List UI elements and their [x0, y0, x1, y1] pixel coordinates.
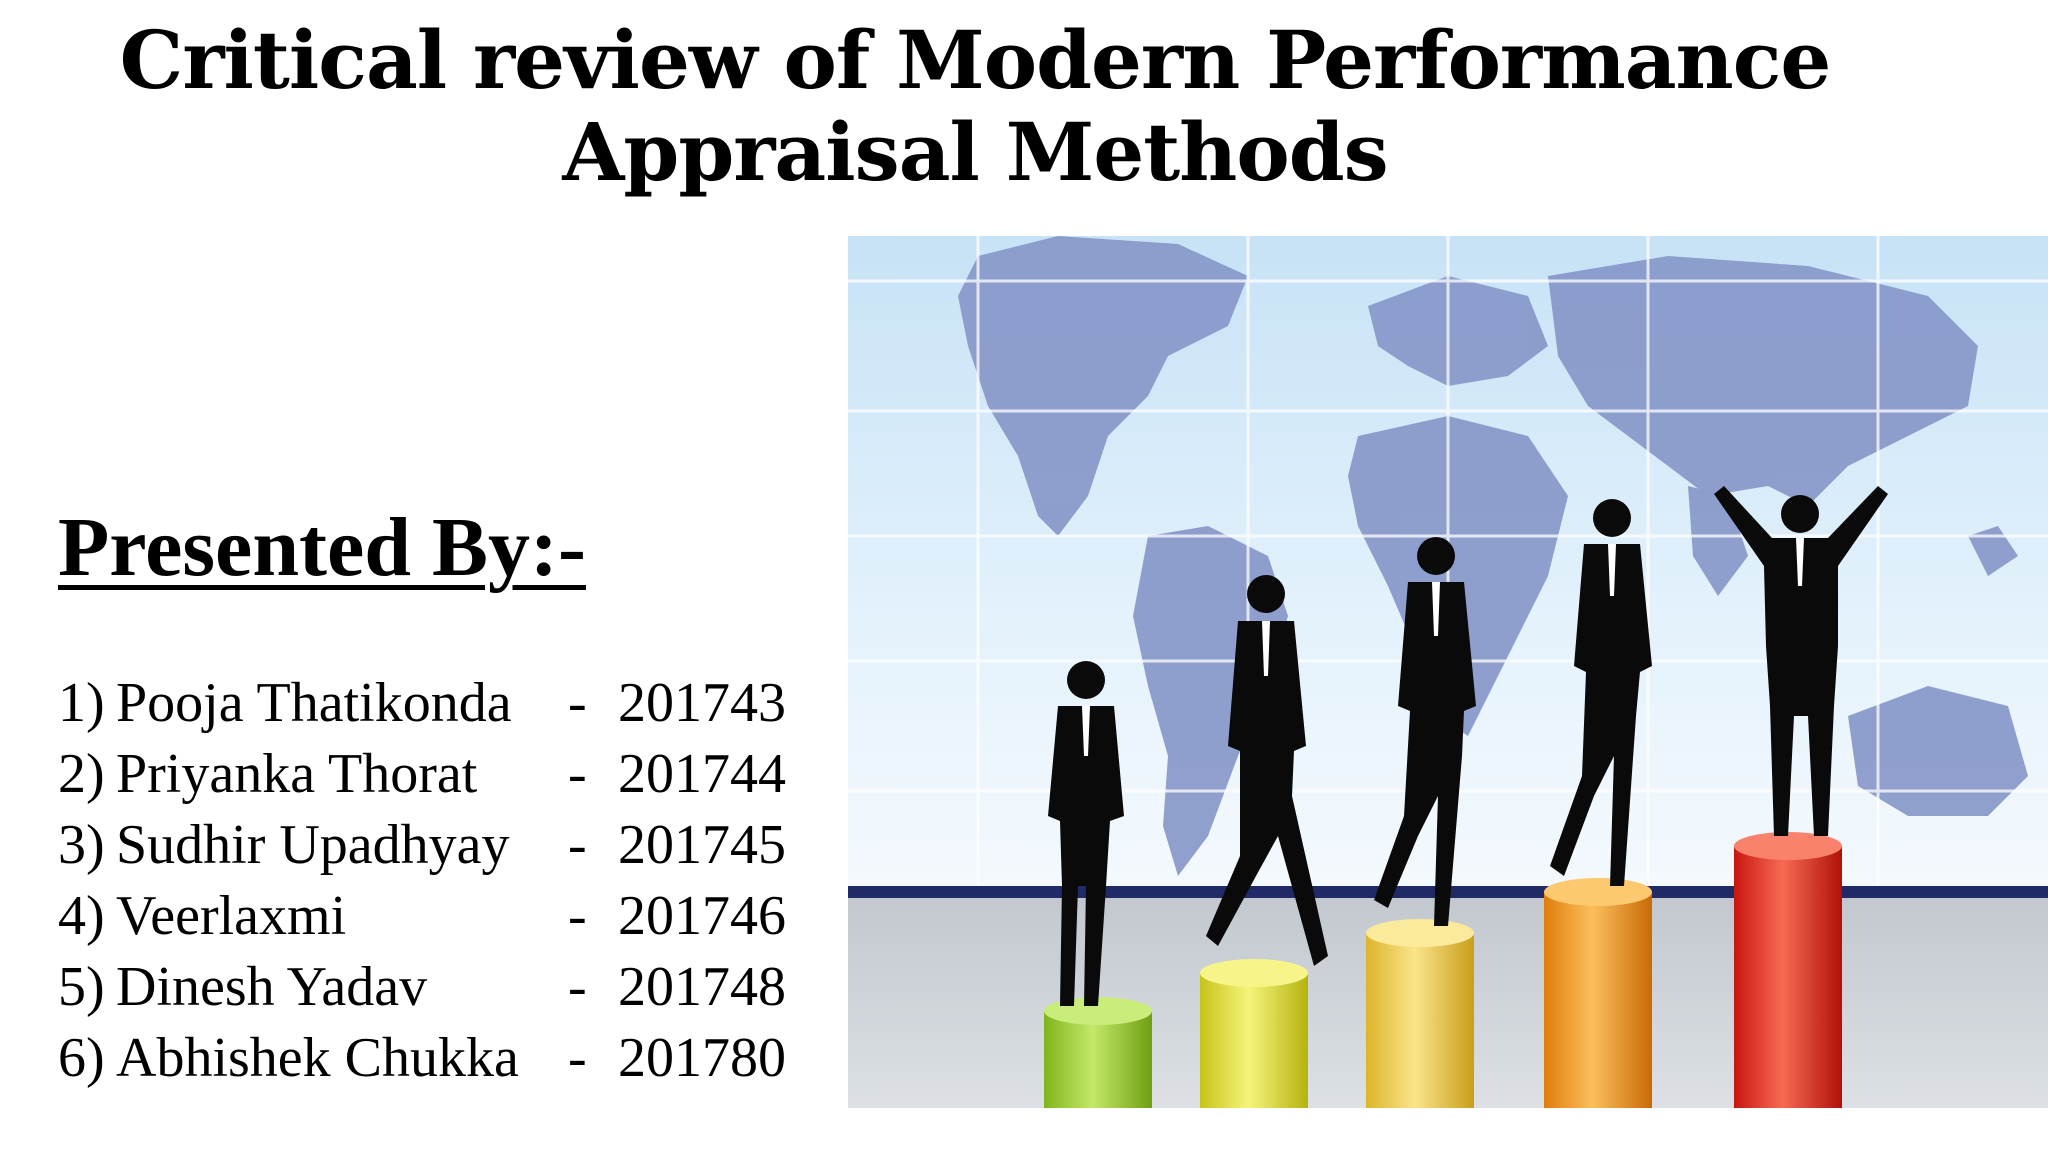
- separator: -: [568, 885, 587, 947]
- roll-number: 201743: [618, 672, 786, 734]
- item-number: 5): [58, 956, 105, 1018]
- pillar-2: [1200, 959, 1308, 1108]
- separator: -: [568, 1027, 587, 1089]
- item-number: 4): [58, 885, 105, 947]
- roll-number: 201745: [618, 814, 786, 876]
- pillar-1: [1044, 997, 1152, 1108]
- member-name: Pooja Thatikonda: [116, 672, 512, 734]
- pillar-5: [1734, 832, 1842, 1108]
- pillar-4: [1544, 878, 1652, 1108]
- separator: -: [568, 743, 587, 805]
- businessman-2: [1206, 575, 1328, 966]
- businessman-3: [1374, 537, 1476, 926]
- roll-number: 201744: [618, 743, 786, 805]
- businessman-5-cheering: [1714, 486, 1888, 836]
- separator: -: [568, 672, 587, 734]
- pillar-3: [1366, 919, 1474, 1108]
- presented-by-heading: Presented By:-: [58, 501, 586, 594]
- business-growth-illustration: [848, 236, 2048, 1108]
- roll-number: 201746: [618, 885, 786, 947]
- member-name: Dinesh Yadav: [116, 956, 428, 1018]
- separator: -: [568, 956, 587, 1018]
- item-number: 1): [58, 672, 105, 734]
- member-name: Sudhir Upadhyay: [116, 814, 510, 876]
- title-line-2: Appraisal Methods: [562, 105, 1388, 199]
- member-name: Veerlaxmi: [116, 885, 347, 947]
- roll-number: 201780: [618, 1027, 786, 1089]
- slide-title: Critical review of Modern Performance Ap…: [0, 14, 1950, 198]
- title-line-1: Critical review of Modern Performance: [119, 13, 1832, 107]
- item-number: 3): [58, 814, 105, 876]
- roll-number: 201748: [618, 956, 786, 1018]
- businessman-silhouettes: [1048, 486, 1888, 1006]
- world-map: [958, 236, 2028, 876]
- businessman-1: [1048, 661, 1124, 1006]
- separator: -: [568, 814, 587, 876]
- member-name: Abhishek Chukka: [116, 1027, 519, 1089]
- shirt-highlights: [1082, 538, 1804, 756]
- item-number: 2): [58, 743, 105, 805]
- item-number: 6): [58, 1027, 105, 1089]
- member-name: Priyanka Thorat: [116, 743, 478, 805]
- businessman-4: [1550, 499, 1652, 886]
